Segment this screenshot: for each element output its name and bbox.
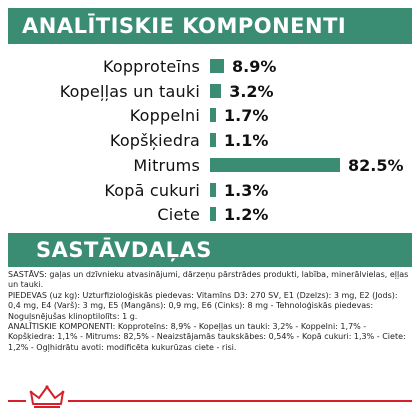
- footer-rule-left: [8, 400, 26, 402]
- value-bar: [210, 183, 216, 197]
- ingredients-paragraph-additives: PIEDEVAS (uz kg): Uzturfizioloģiskās pie…: [8, 290, 398, 321]
- chart-row: Mitrums 82.5%: [0, 153, 420, 177]
- value-bar: [210, 133, 216, 147]
- value-label: 1.7%: [224, 105, 269, 125]
- category-label: Koppelni: [129, 105, 200, 125]
- chart-row: Ciete 1.2%: [0, 202, 420, 226]
- value-label: 1.3%: [224, 180, 269, 200]
- value-bar: [210, 108, 216, 122]
- ingredients-header-band: SASTĀVDAĻAS: [8, 233, 412, 267]
- composition-header-band: ANALĪTISKIE KOMPONENTI: [8, 8, 412, 44]
- chart-row: Koppelni 1.7%: [0, 103, 420, 127]
- value-label: 1.2%: [224, 204, 269, 224]
- value-label: 3.2%: [229, 81, 274, 101]
- chart-row: Kopeļļas un tauki 3.2%: [0, 79, 420, 103]
- category-label: Mitrums: [133, 155, 200, 175]
- value-bar: [210, 158, 340, 172]
- value-bar: [210, 207, 216, 221]
- value-label: 82.5%: [348, 155, 404, 175]
- value-label: 8.9%: [232, 56, 277, 76]
- composition-heading: ANALĪTISKIE KOMPONENTI: [22, 14, 347, 38]
- category-label: Kopeļļas un tauki: [59, 81, 200, 101]
- ingredients-paragraph-analytical: ANALĪTISKIE KOMPONENTI: Kopproteīns: 8,9…: [8, 322, 406, 352]
- category-label: Kopproteīns: [102, 56, 200, 76]
- ingredients-heading: SASTĀVDAĻAS: [36, 238, 212, 262]
- footer-rule-right: [68, 400, 412, 402]
- chart-row: Kopšķiedra 1.1%: [0, 128, 420, 152]
- chart-row: Kopā cukuri 1.3%: [0, 178, 420, 202]
- crown-logo-icon: [29, 385, 65, 408]
- value-bar: [210, 59, 225, 73]
- category-label: Kopšķiedra: [109, 130, 200, 150]
- category-label: Kopā cukuri: [104, 180, 200, 200]
- value-bar: [210, 84, 222, 98]
- value-label: 1.1%: [224, 130, 269, 150]
- chart-row: Kopproteīns 8.9%: [0, 54, 420, 78]
- ingredients-text: SASTĀVS: gaļas un dzīvnieku atvasinājumi…: [8, 270, 412, 353]
- category-label: Ciete: [157, 204, 200, 224]
- ingredients-paragraph-composition: SASTĀVS: gaļas un dzīvnieku atvasinājumi…: [8, 270, 409, 290]
